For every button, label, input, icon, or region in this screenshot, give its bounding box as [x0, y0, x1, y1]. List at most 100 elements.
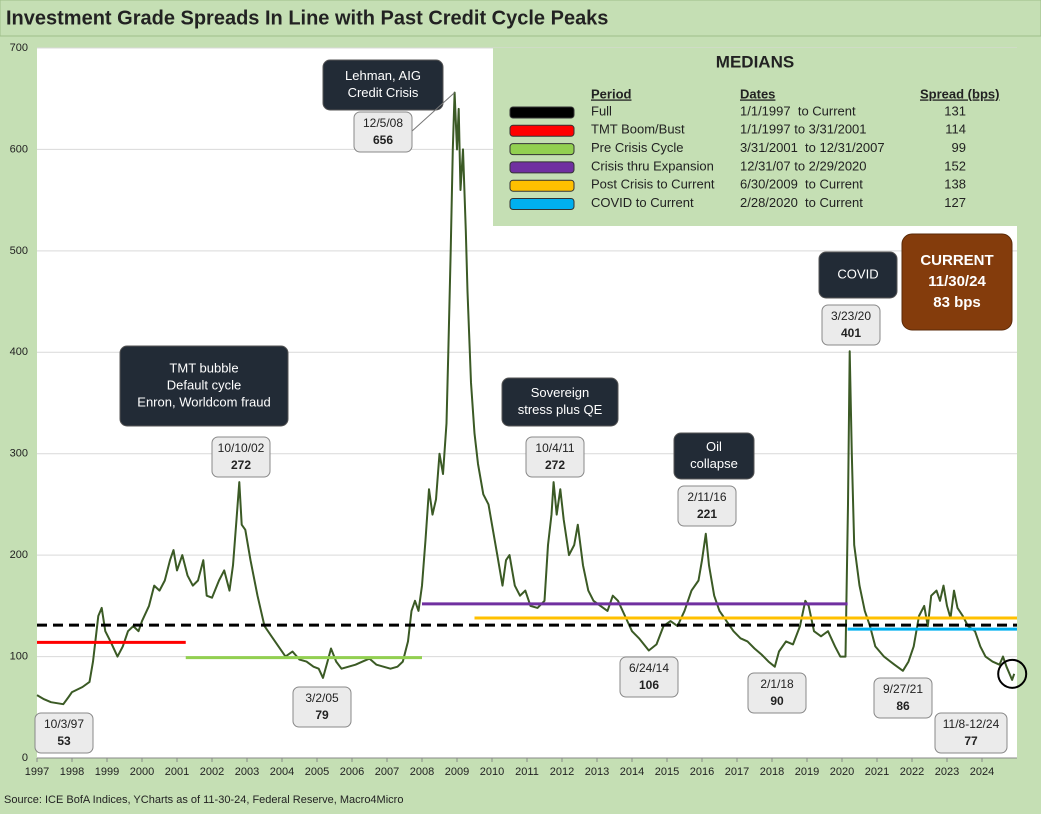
medians-header: Period	[591, 86, 632, 101]
point-label-value: 77	[964, 734, 978, 748]
point-label-box	[619, 656, 679, 698]
x-tick-label: 2005	[305, 766, 329, 778]
point-label-date: 12/5/08	[363, 116, 403, 130]
median-period: COVID to Current	[591, 195, 694, 210]
callout-text: COVID	[837, 266, 878, 281]
x-tick-label: 2011	[515, 766, 539, 778]
median-dates: 12/31/07 to 2/29/2020	[740, 158, 867, 173]
point-label-date: 3/23/20	[831, 309, 871, 323]
connector	[410, 92, 455, 133]
median-spread: 131	[944, 103, 966, 118]
x-tick-label: 2007	[375, 766, 399, 778]
point-label-date: 10/4/11	[535, 441, 574, 455]
y-tick-label: 400	[10, 346, 28, 358]
point-label-date: 10/3/97	[44, 717, 84, 731]
x-tick-label: 1999	[95, 766, 119, 778]
x-tick-label: 2016	[690, 766, 714, 778]
callout-box	[818, 251, 898, 299]
point-label-value: 90	[770, 694, 784, 708]
point-label-date: 9/27/21	[883, 682, 923, 696]
point-label-value: 272	[231, 458, 251, 472]
x-tick-label: 2022	[900, 766, 924, 778]
callout-text: Oil	[706, 439, 722, 454]
callout-text: stress plus QE	[518, 402, 603, 417]
point-label-box	[821, 304, 881, 346]
callout-text: collapse	[690, 456, 738, 471]
median-dates: 3/31/2001 to 12/31/2007	[740, 140, 885, 155]
point-label-date: 11/8-12/24	[943, 717, 1000, 731]
x-tick-label: 2001	[165, 766, 189, 778]
y-tick-label: 100	[10, 650, 28, 662]
median-period: Post Crisis to Current	[591, 177, 715, 192]
current-marker	[997, 658, 1028, 689]
point-label-box	[34, 712, 94, 754]
x-tick-label: 2009	[445, 766, 469, 778]
median-swatch	[509, 198, 575, 210]
point-label-date: 10/10/02	[218, 441, 265, 455]
median-dates: 6/30/2009 to Current	[740, 177, 863, 192]
median-spread: 127	[944, 195, 966, 210]
point-label-box	[677, 485, 737, 527]
y-tick-label: 200	[10, 549, 28, 561]
point-label-date: 6/24/14	[629, 661, 669, 675]
point-label-date: 3/2/05	[305, 691, 339, 705]
point-label-box	[873, 677, 933, 719]
median-dates: 1/1/1997 to Current	[740, 103, 856, 118]
point-label-value: 106	[639, 678, 659, 692]
median-period: Full	[591, 103, 612, 118]
x-tick-label: 2002	[200, 766, 224, 778]
median-period: Crisis thru Expansion	[591, 158, 714, 173]
median-dates: 1/1/1997 to 3/31/2001	[740, 122, 867, 137]
median-swatch	[509, 179, 575, 192]
current-value: 83 bps	[933, 294, 981, 311]
median-spread: 138	[944, 177, 966, 192]
x-tick-label: 1997	[25, 766, 49, 778]
median-swatch	[509, 106, 575, 119]
median-spread: 152	[944, 158, 966, 173]
median-dates: 2/28/2020 to Current	[740, 195, 863, 210]
callout-box	[322, 59, 444, 111]
x-tick-label: 2012	[550, 766, 574, 778]
median-swatch	[509, 143, 575, 156]
x-tick-label: 2023	[935, 766, 959, 778]
callout-text: Lehman, AIG	[345, 68, 421, 83]
point-label-value: 86	[896, 699, 910, 713]
point-label-value: 656	[373, 133, 393, 147]
point-label-value: 53	[57, 734, 71, 748]
point-label-value: 221	[697, 507, 717, 521]
median-period: Pre Crisis Cycle	[591, 140, 683, 155]
x-tick-label: 2019	[795, 766, 819, 778]
callout-text: Credit Crisis	[348, 85, 419, 100]
point-label-box	[292, 686, 352, 728]
x-tick-label: 2024	[970, 766, 994, 778]
title-bar	[0, 0, 1041, 37]
y-tick-label: 300	[10, 448, 28, 460]
median-spread: 99	[952, 140, 966, 155]
medians-header: Dates	[740, 86, 775, 101]
point-label-box	[934, 712, 1008, 754]
callout-text: Enron, Worldcom fraud	[137, 394, 270, 409]
callout-box	[673, 432, 755, 480]
y-tick-label: 0	[22, 752, 28, 764]
x-tick-label: 2004	[270, 766, 294, 778]
point-label-value: 79	[315, 708, 329, 722]
point-label-box	[353, 111, 413, 153]
point-label-value: 272	[545, 458, 565, 472]
medians-title: MEDIANS	[716, 52, 794, 71]
median-swatch	[509, 161, 575, 174]
medians-panel-bg	[493, 48, 1017, 226]
y-tick-label: 700	[10, 42, 28, 54]
x-tick-label: 2017	[725, 766, 749, 778]
current-date: 11/30/24	[928, 273, 986, 290]
x-tick-label: 2014	[620, 766, 644, 778]
point-label-box	[211, 436, 271, 478]
source-note: Source: ICE BofA Indices, YCharts as of …	[4, 794, 403, 806]
point-label-value: 401	[841, 326, 861, 340]
y-tick-label: 500	[10, 245, 28, 257]
chart-title: Investment Grade Spreads In Line with Pa…	[6, 7, 608, 29]
callout-text: Sovereign	[531, 385, 590, 400]
callout-text: TMT bubble	[169, 360, 238, 375]
medians-header: Spread (bps)	[920, 86, 999, 101]
point-label-box	[747, 672, 807, 714]
